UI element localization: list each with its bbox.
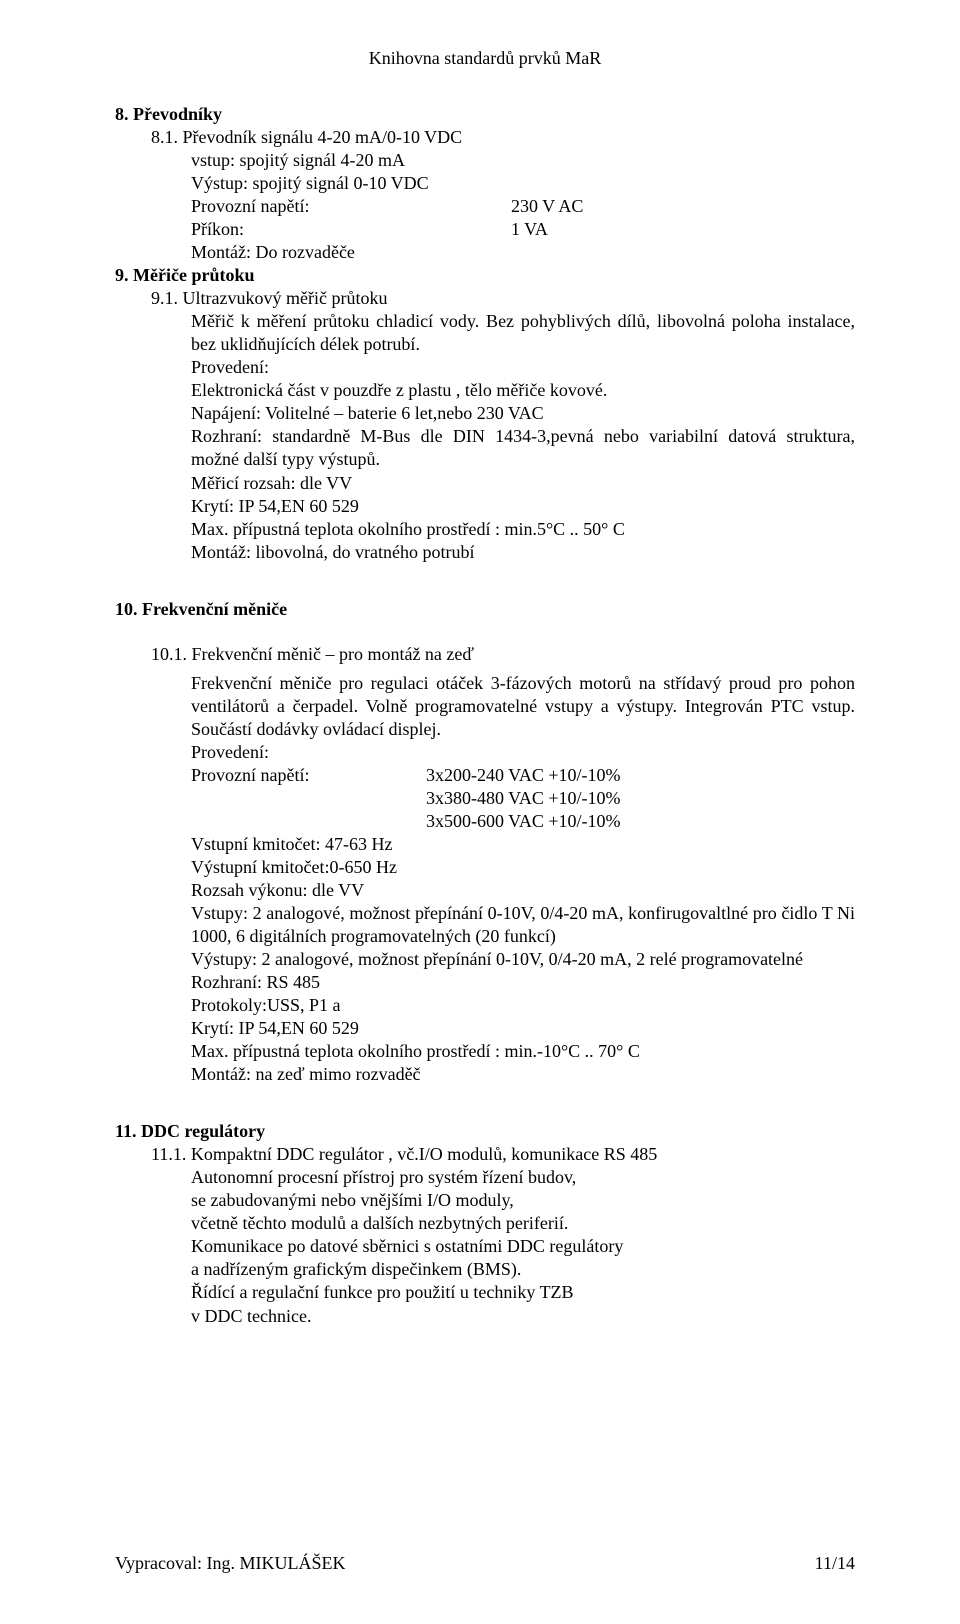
spec-row: 3x380-480 VAC +10/-10% [191,787,855,810]
section-9-1-title: 9.1. Ultrazvukový měřič průtoku [151,287,855,310]
spec-label: Provozní napětí: [191,764,426,787]
spec-row: Provozní napětí: 3x200-240 VAC +10/-10% [191,764,855,787]
body-text: Rozhraní: RS 485 [191,971,855,994]
body-text: Frekvenční měniče pro regulaci otáček 3-… [191,672,855,741]
body-text: Provedení: [191,356,855,379]
page: Knihovna standardů prvků MaR 8. Převodní… [0,0,960,1624]
spec-row: 3x500-600 VAC +10/-10% [191,810,855,833]
body-text: Rozsah výkonu: dle VV [191,879,855,902]
body-text: Montáž: Do rozvaděče [191,241,855,264]
spec-row: Příkon: 1 VA [191,218,855,241]
spec-label: Příkon: [191,218,511,241]
section-10-1-title: 10.1. Frekvenční měnič – pro montáž na z… [151,643,855,666]
body-text: a nadřízeným grafickým dispečinkem (BMS)… [191,1258,855,1281]
body-text: Protokoly:USS, P1 a [191,994,855,1017]
body-text: Elektronická část v pouzdře z plastu , t… [191,379,855,402]
section-9-title: 9. Měřiče průtoku [115,264,855,287]
body-text: Provedení: [191,741,855,764]
body-text: Komunikace po datové sběrnici s ostatním… [191,1235,855,1258]
body-text: Výstupní kmitočet:0-650 Hz [191,856,855,879]
section-11-1-title: 11.1. Kompaktní DDC regulátor , vč.I/O m… [151,1143,855,1166]
body-text: Měřič k měření průtoku chladicí vody. Be… [191,310,855,356]
body-text: Vstupy: 2 analogové, možnost přepínání 0… [191,902,855,948]
spec-label [191,810,426,833]
body-text: Napájení: Volitelné – baterie 6 let,nebo… [191,402,855,425]
footer-author: Vypracoval: Ing. MIKULÁŠEK [115,1553,345,1574]
body-text: Vstupní kmitočet: 47-63 Hz [191,833,855,856]
section-8-title: 8. Převodníky [115,103,855,126]
page-footer: Vypracoval: Ing. MIKULÁŠEK 11/14 [115,1553,855,1574]
body-text: se zabudovanými nebo vnějšími I/O moduly… [191,1189,855,1212]
body-text: Montáž: libovolná, do vratného potrubí [191,541,855,564]
spec-row: Provozní napětí: 230 V AC [191,195,855,218]
spec-value: 3x200-240 VAC +10/-10% [426,764,621,787]
spec-value: 3x380-480 VAC +10/-10% [426,787,621,810]
spec-label: Provozní napětí: [191,195,511,218]
body-text: včetně těchto modulů a dalších nezbytnýc… [191,1212,855,1235]
section-11-title: 11. DDC regulátory [115,1120,855,1143]
body-text: vstup: spojitý signál 4-20 mA [191,149,855,172]
spec-label [191,787,426,810]
body-text: Měřicí rozsah: dle VV [191,472,855,495]
section-10-title: 10. Frekvenční měniče [115,598,855,621]
body-text: Rozhraní: standardně M-Bus dle DIN 1434-… [191,425,855,471]
body-text: Max. přípustná teplota okolního prostřed… [191,1040,855,1063]
body-text: Max. přípustná teplota okolního prostřed… [191,518,855,541]
footer-page-number: 11/14 [815,1553,855,1574]
body-text: Výstupy: 2 analogové, možnost přepínání … [191,948,855,971]
body-text: Autonomní procesní přístroj pro systém ř… [191,1166,855,1189]
body-text: v DDC technice. [191,1305,855,1328]
body-text: Krytí: IP 54,EN 60 529 [191,495,855,518]
page-header: Knihovna standardů prvků MaR [115,48,855,69]
body-text: Montáž: na zeď mimo rozvaděč [191,1063,855,1086]
body-text: Krytí: IP 54,EN 60 529 [191,1017,855,1040]
spec-value: 1 VA [511,218,548,241]
spec-value: 3x500-600 VAC +10/-10% [426,810,621,833]
body-text: Řídící a regulační funkce pro použití u … [191,1281,855,1304]
body-text: Výstup: spojitý signál 0-10 VDC [191,172,855,195]
spec-value: 230 V AC [511,195,583,218]
section-8-1-title: 8.1. Převodník signálu 4-20 mA/0-10 VDC [151,126,855,149]
